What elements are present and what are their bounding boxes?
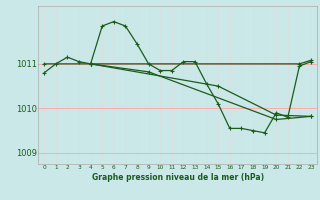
X-axis label: Graphe pression niveau de la mer (hPa): Graphe pression niveau de la mer (hPa) [92,173,264,182]
